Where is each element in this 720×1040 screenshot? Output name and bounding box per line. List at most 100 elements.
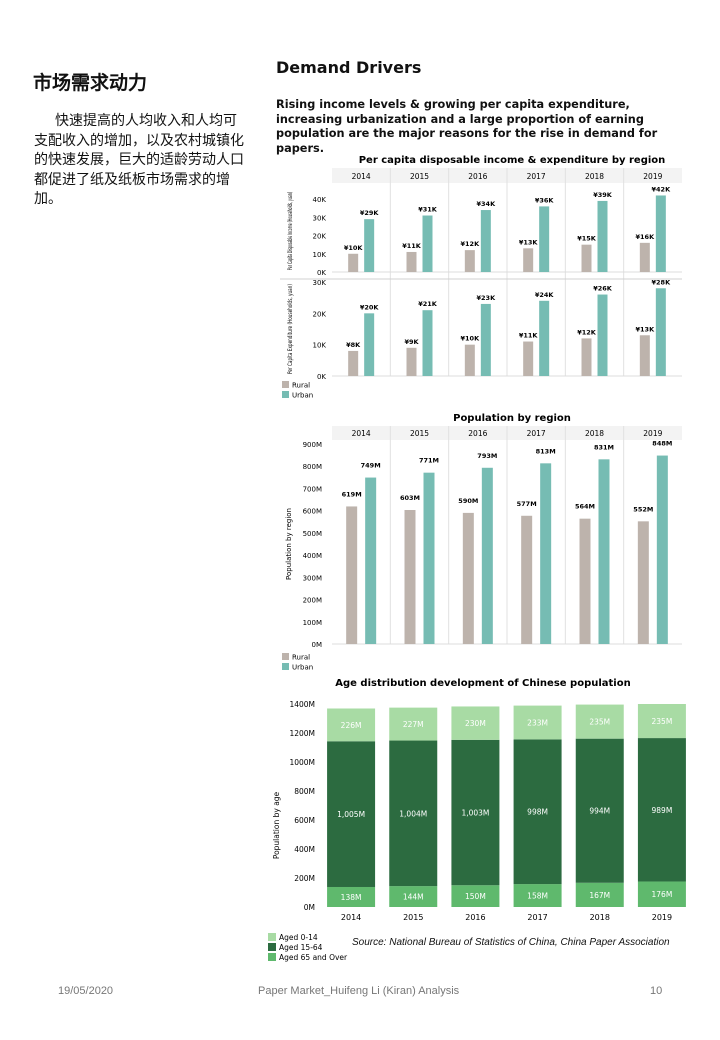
data-label: 590M (458, 497, 478, 505)
data-label: 619M (342, 490, 362, 498)
data-label: ¥11K (519, 332, 539, 340)
bar-rural (639, 242, 650, 272)
bar-urban (481, 467, 493, 644)
age-distribution-chart: Age distribution development of Chinese … (268, 678, 686, 962)
y-tick-label: 600M (294, 816, 315, 825)
data-label: 749M (361, 462, 381, 470)
bar-rural (579, 518, 591, 644)
legend-swatch (282, 391, 289, 398)
legend-label: Rural (292, 654, 310, 662)
data-label: 771M (419, 457, 439, 465)
data-label: 1,003M (461, 809, 489, 818)
bar-segment-aged-65-and-over (637, 881, 686, 907)
section-title-chinese: 市场需求动力 (33, 72, 148, 94)
y-tick-label: 100M (303, 619, 322, 627)
data-label: 227M (403, 720, 424, 729)
data-label: 138M (341, 893, 362, 902)
bar-urban (423, 472, 435, 644)
data-label: 144M (403, 893, 424, 902)
chart-title: Per capita disposable income & expenditu… (359, 155, 666, 166)
bar-urban (422, 310, 433, 376)
bar-urban (655, 195, 666, 272)
legend-swatch (282, 381, 289, 388)
data-label: ¥26K (593, 285, 613, 293)
y-tick-label: 700M (303, 485, 322, 493)
data-label: 793M (477, 452, 497, 460)
y-tick-label: 30K (313, 279, 327, 287)
data-label: ¥12K (461, 240, 481, 248)
data-label: 235M (652, 717, 673, 726)
legend-label: Urban (292, 664, 313, 672)
y-axis-label: Per Capita Disposable Income (Households… (287, 192, 294, 270)
data-label: 235M (589, 718, 610, 727)
legend-swatch (268, 953, 276, 961)
data-label: 1,005M (337, 810, 365, 819)
y-tick-label: 30K (313, 214, 327, 222)
bar-urban (364, 313, 375, 376)
y-tick-label: 20K (313, 310, 327, 318)
data-label: ¥9K (404, 338, 419, 346)
bar-rural (348, 253, 359, 272)
bar-rural (581, 244, 592, 272)
legend-label: Aged 15-64 (279, 943, 323, 952)
bar-segment-aged-0-14 (513, 705, 562, 740)
bar-urban (598, 459, 610, 644)
bar-urban (597, 200, 608, 272)
population-region-chart: Population by region 2014 2015 2016 2017 2018… (282, 413, 682, 672)
y-tick-label: 0M (304, 903, 315, 912)
data-label: ¥31K (418, 206, 438, 214)
bar-segment-aged-15-64 (451, 739, 500, 886)
legend-swatch (268, 933, 276, 941)
y-tick-label: 400M (294, 845, 315, 854)
y-tick-label: 400M (303, 552, 322, 560)
y-tick-label: 200M (303, 597, 322, 605)
y-tick-label: 900M (303, 441, 322, 449)
year-header-label: 2018 (585, 172, 604, 181)
year-header-label: 2015 (410, 172, 429, 181)
data-label: ¥34K (477, 200, 497, 208)
data-label: 552M (633, 505, 653, 513)
footer-page-number: 10 (650, 985, 663, 997)
y-tick-label: 200M (294, 874, 315, 883)
bar-rural (523, 341, 534, 376)
x-tick-label: 2015 (403, 913, 423, 922)
bar-segment-aged-0-14 (389, 707, 438, 741)
data-label: 577M (517, 500, 537, 508)
data-label: 564M (575, 503, 595, 511)
bar-segment-aged-15-64 (637, 738, 686, 882)
y-axis-label: Population by age (272, 791, 281, 859)
y-tick-label: 1000M (289, 758, 315, 767)
data-label: ¥15K (577, 235, 597, 243)
data-label: 603M (400, 494, 420, 502)
income-expenditure-chart: Per capita disposable income & expenditu… (280, 155, 682, 400)
bar-rural (406, 251, 417, 272)
year-header-label: 2017 (527, 172, 546, 181)
data-label: 226M (341, 721, 362, 730)
bar-urban (364, 219, 375, 272)
y-tick-label: 800M (303, 463, 322, 471)
bar-rural (521, 515, 533, 644)
source-note: Source: National Bureau of Statistics of… (352, 937, 670, 948)
bar-rural (346, 506, 358, 644)
legend-label: Rural (292, 382, 310, 390)
data-label: ¥11K (402, 242, 422, 250)
y-tick-label: 1400M (289, 700, 315, 709)
bar-urban (422, 215, 433, 272)
bar-segment-aged-15-64 (327, 741, 376, 887)
data-label: 831M (594, 443, 614, 451)
data-label: 848M (652, 440, 672, 448)
data-label: 158M (527, 892, 548, 901)
data-label: ¥13K (636, 325, 656, 333)
data-label: 989M (652, 806, 673, 815)
data-label: ¥13K (519, 238, 539, 246)
bar-segment-aged-15-64 (575, 738, 624, 883)
data-label: 813M (536, 447, 556, 455)
year-header-label: 2019 (643, 172, 662, 181)
data-label: ¥20K (360, 303, 380, 311)
data-label: ¥36K (535, 196, 555, 204)
intro-paragraph: Rising income levels & growing per capit… (276, 98, 658, 155)
section-body-chinese: 快速提高的人均收入和人均可支配收入的增加，以及农村城镇化的快速发展，巨大的适龄劳… (34, 113, 244, 207)
y-axis-label: Population by region (285, 508, 293, 580)
data-label: ¥21K (418, 300, 438, 308)
y-tick-label: 600M (303, 508, 322, 516)
